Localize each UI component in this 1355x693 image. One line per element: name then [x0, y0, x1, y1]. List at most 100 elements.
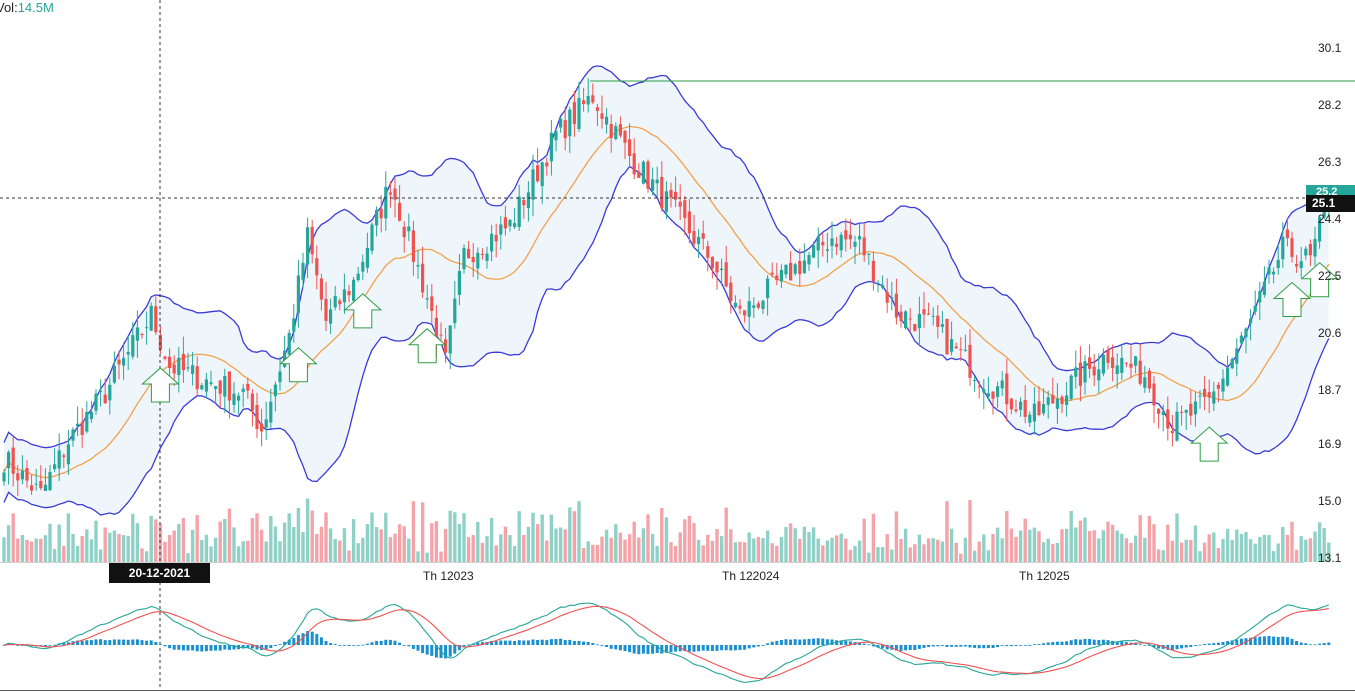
candle — [204, 373, 208, 398]
candle-body — [30, 485, 34, 491]
buy-signal-arrow-icon — [1300, 262, 1339, 298]
volume-bar — [839, 533, 843, 562]
volume-bar — [687, 515, 692, 562]
volume-bar — [131, 513, 135, 562]
candle — [701, 220, 705, 250]
macd-histogram-bar — [126, 639, 130, 645]
macd-histogram-bar — [388, 639, 392, 645]
volume-bar — [581, 548, 586, 562]
volume-bar — [1106, 521, 1110, 562]
candle-body — [480, 254, 484, 255]
candle — [1166, 396, 1170, 441]
macd-histogram-bar — [1000, 645, 1004, 646]
candle-body — [1184, 409, 1188, 413]
price-tick-label: 15.0 — [1318, 494, 1342, 508]
volume-bar — [609, 537, 613, 562]
candle — [352, 276, 356, 302]
volume-bar — [917, 534, 922, 562]
macd-histogram-bar — [577, 640, 581, 645]
macd-histogram-bar — [508, 640, 512, 645]
candle — [315, 245, 319, 290]
volume-bar — [572, 511, 577, 562]
macd-histogram-bar — [172, 645, 176, 650]
candle — [292, 303, 296, 343]
macd-histogram-bar — [177, 645, 181, 650]
macd-histogram-bar — [793, 639, 797, 645]
macd-histogram-bar — [876, 645, 880, 648]
volume-bar — [1225, 528, 1230, 562]
volume-bar — [177, 524, 181, 562]
candle — [798, 248, 802, 287]
candle — [1161, 404, 1165, 432]
candle — [674, 176, 678, 207]
moving-average — [3, 125, 1330, 479]
macd-histogram-bar — [393, 640, 397, 645]
volume-bar — [112, 530, 117, 562]
macd-histogram-bar — [1318, 643, 1322, 645]
candle-body — [296, 275, 300, 314]
candle-body — [416, 264, 420, 267]
candle-body — [1253, 305, 1257, 312]
macd-histogram-bar — [1322, 643, 1326, 645]
candle — [1285, 217, 1289, 247]
macd-histogram-bar — [1028, 645, 1032, 646]
candle — [559, 117, 563, 133]
candle — [1258, 281, 1262, 321]
candle-body — [1203, 388, 1207, 397]
candle — [149, 302, 153, 332]
candle-body — [1000, 380, 1004, 389]
macd-histogram-bar — [306, 631, 310, 645]
candle — [301, 252, 305, 289]
volume-bar — [784, 527, 788, 562]
volume-bar — [540, 514, 544, 562]
candle-body — [729, 282, 733, 301]
candle — [503, 205, 507, 236]
candle-body — [131, 335, 135, 357]
candle — [34, 468, 38, 491]
candle-body — [1267, 267, 1271, 275]
candle — [223, 368, 227, 413]
volume-bar — [439, 551, 443, 562]
buy-signal-arrows — [141, 262, 1339, 462]
volume-bar — [296, 508, 301, 562]
volume-bar — [830, 537, 834, 562]
volume-bar — [1078, 520, 1083, 562]
volume-bar — [149, 515, 153, 562]
candle-body — [1157, 408, 1161, 414]
candle-body — [982, 389, 986, 393]
candle-body — [743, 310, 747, 316]
candle-body — [522, 200, 526, 206]
volume-bar — [1290, 521, 1294, 562]
macd-histogram-bar — [1230, 640, 1234, 645]
candle-body — [1235, 348, 1239, 364]
macd-histogram-bar — [338, 645, 342, 646]
volume-bar — [954, 542, 958, 562]
volume-bar — [876, 547, 880, 562]
macd-histogram-bar — [1184, 645, 1188, 648]
candle-body — [430, 296, 434, 311]
macd-histogram-bar — [844, 640, 848, 645]
volume-bar — [209, 546, 213, 562]
macd-histogram-bar — [20, 645, 24, 646]
macd-histogram-bar — [255, 645, 259, 650]
candle — [209, 370, 213, 387]
volume-value: 14.5M — [17, 0, 54, 15]
candle — [48, 464, 52, 491]
candle-body — [48, 472, 52, 491]
macd-histogram-bar — [315, 634, 319, 645]
volume-bar — [586, 541, 590, 562]
volume-bar — [305, 498, 310, 562]
volume-bar — [213, 537, 218, 562]
volume-bar — [1193, 525, 1198, 562]
candle — [591, 83, 595, 105]
volume-bar — [1041, 542, 1046, 562]
candle-body — [1147, 370, 1151, 389]
volume-bar — [273, 526, 278, 562]
macd-histogram-bar — [1193, 645, 1197, 646]
candle-body — [936, 315, 940, 327]
volume-bar — [1184, 539, 1188, 562]
macd-histogram-bar — [365, 643, 369, 645]
candle — [706, 240, 710, 272]
candle — [1152, 376, 1156, 424]
